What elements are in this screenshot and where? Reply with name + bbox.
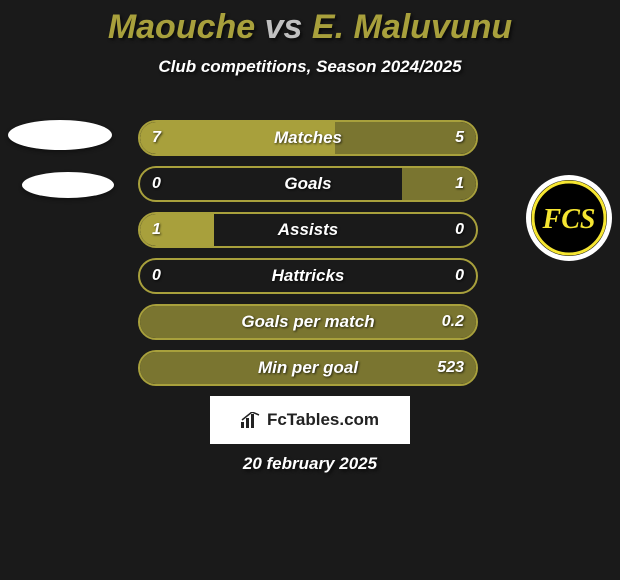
team-logo-left [8, 120, 112, 150]
watermark-text: FcTables.com [267, 410, 379, 430]
stat-value-right: 1 [455, 168, 464, 200]
logo-ellipse-1 [8, 120, 112, 150]
vs-text: vs [265, 8, 303, 46]
stat-row: Min per goal523 [138, 350, 478, 386]
logo-ellipse-2 [22, 172, 114, 198]
stat-value-right: 523 [437, 352, 464, 384]
subtitle: Club competitions, Season 2024/2025 [0, 57, 620, 77]
player2-name: E. Maluvunu [312, 8, 512, 46]
stat-label: Matches [140, 122, 476, 154]
stat-value-left: 1 [152, 214, 161, 246]
comparison-infographic: Maouche vs E. Maluvunu Club competitions… [0, 0, 620, 580]
stat-value-left: 0 [152, 168, 161, 200]
stat-row: Assists1 0 [138, 212, 478, 248]
stat-row: Goals0 1 [138, 166, 478, 202]
stat-label: Assists [140, 214, 476, 246]
stat-label: Goals per match [140, 306, 476, 338]
team-logo-right: FCS [526, 175, 612, 266]
stat-value-right: 5 [455, 122, 464, 154]
svg-text:FCS: FCS [542, 204, 596, 235]
date-text: 20 february 2025 [0, 454, 620, 474]
watermark: FcTables.com [210, 396, 410, 444]
stat-value-left: 7 [152, 122, 161, 154]
chart-icon [241, 412, 261, 428]
stat-row: Goals per match0.2 [138, 304, 478, 340]
stat-row: Hattricks0 0 [138, 258, 478, 294]
stats-bars: Matches75Goals01Assists10Hattricks00Goal… [138, 120, 478, 396]
stat-value-left: 0 [152, 260, 161, 292]
player1-name: Maouche [108, 8, 255, 46]
stat-label: Min per goal [140, 352, 476, 384]
stat-value-right: 0.2 [442, 306, 464, 338]
stat-row: Matches7 5 [138, 120, 478, 156]
club-badge-icon: FCS [526, 175, 612, 261]
stat-label: Hattricks [140, 260, 476, 292]
stat-label: Goals [140, 168, 476, 200]
stat-value-right: 0 [455, 260, 464, 292]
main-title: Maouche vs E. Maluvunu [0, 0, 620, 47]
stat-value-right: 0 [455, 214, 464, 246]
